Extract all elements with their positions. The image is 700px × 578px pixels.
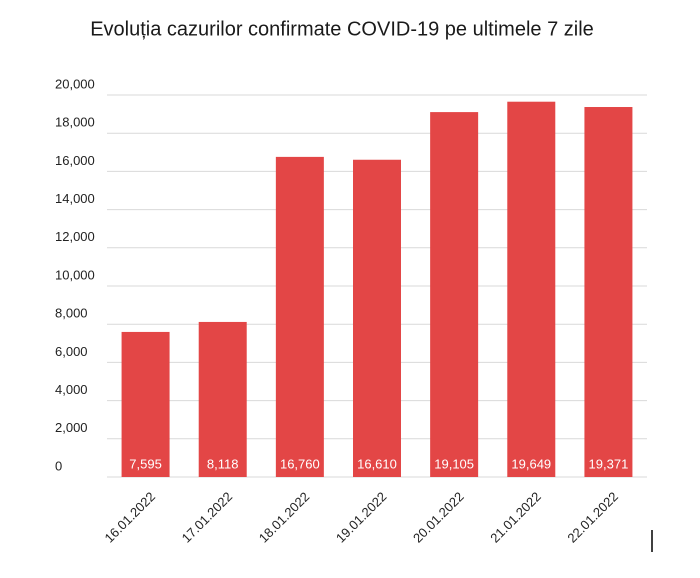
y-tick-label: 14,000 — [55, 191, 95, 206]
value-label: 7,595 — [129, 456, 162, 471]
y-tick-label: 16,000 — [55, 153, 95, 168]
x-tick-label: 18.01.2022 — [256, 489, 313, 546]
value-label: 8,118 — [207, 456, 239, 471]
y-tick-label: 20,000 — [55, 76, 95, 91]
y-tick-label: 0 — [55, 458, 62, 473]
x-tick-label: 22.01.2022 — [564, 489, 621, 546]
bar — [198, 321, 247, 477]
value-label: 19,371 — [589, 456, 629, 471]
bar — [507, 101, 556, 477]
y-tick-label: 2,000 — [55, 420, 88, 435]
bar — [275, 156, 324, 477]
x-tick-label: 20.01.2022 — [410, 489, 467, 546]
y-tick-label: 8,000 — [55, 306, 88, 321]
bar — [353, 159, 401, 477]
value-label: 16,760 — [280, 456, 320, 471]
y-tick-label: 10,000 — [55, 267, 95, 282]
chart-title: Evoluția cazurilor confirmate COVID-19 p… — [90, 18, 594, 40]
bar — [121, 331, 170, 477]
x-tick-label: 16.01.2022 — [101, 489, 158, 546]
y-tick-label: 4,000 — [55, 382, 88, 397]
bar — [584, 107, 633, 477]
value-label: 16,610 — [357, 456, 397, 471]
y-tick-label: 12,000 — [55, 229, 95, 244]
y-tick-label: 6,000 — [55, 344, 88, 359]
bar — [430, 112, 479, 478]
x-tick-label: 17.01.2022 — [179, 489, 236, 546]
value-label: 19,649 — [511, 456, 551, 471]
value-label: 19,105 — [434, 456, 474, 471]
y-tick-label: 18,000 — [55, 115, 95, 130]
x-tick-label: 19.01.2022 — [333, 489, 390, 546]
x-tick-label: 21.01.2022 — [487, 489, 544, 546]
